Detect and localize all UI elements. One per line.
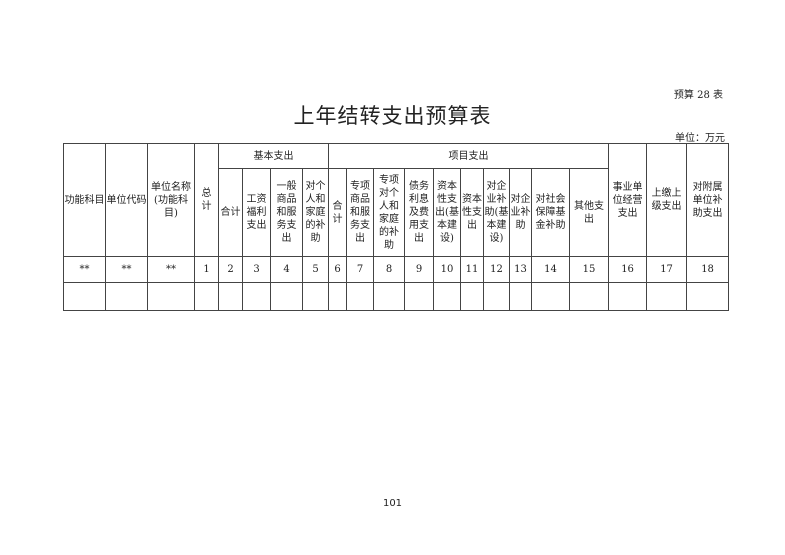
number-cell: 15 (568, 256, 610, 283)
header-cell: 对个 人和 家庭 的补 助 (302, 168, 329, 257)
number-cell: 18 (686, 256, 730, 283)
data-cell (568, 282, 610, 311)
data-cell (328, 282, 347, 311)
number-cell: 9 (404, 256, 434, 283)
data-cell (218, 282, 243, 311)
data-cell (509, 282, 532, 311)
header-cell: 一般 商品 和服 务支 出 (270, 168, 303, 257)
column-number-row: ** ** ** 1 2 3 4 5 6 7 8 9 10 11 12 13 14 15 16 17 18 (63, 256, 730, 283)
header-cell: 上缴上 级支出 (646, 143, 688, 257)
data-cell (194, 282, 219, 311)
header-cell: 事业单 位经营 支出 (608, 143, 648, 257)
group-basic-expenditure: 基本支出 (218, 143, 329, 169)
number-cell: ** (147, 256, 195, 283)
data-cell (63, 282, 106, 311)
data-cell (531, 282, 570, 311)
data-cell (460, 282, 484, 311)
data-cell (433, 282, 461, 311)
number-cell: 11 (460, 256, 484, 283)
page-title: 上年结转支出预算表 (293, 104, 492, 128)
data-cell (242, 282, 271, 311)
number-cell: 8 (373, 256, 405, 283)
data-cell (302, 282, 329, 311)
form-number: 预算 28 表 (673, 90, 723, 101)
header-cell: 工资 福利 支出 (242, 168, 271, 257)
number-cell: 3 (242, 256, 271, 283)
header-row-group: 功能科目 单位代码 单位名称 (功能科 目) 总 计 基本支出 项目支出 事业单… (63, 143, 730, 257)
header-cell: 合计 (218, 168, 243, 257)
data-cell (686, 282, 730, 311)
number-cell: 2 (218, 256, 243, 283)
number-cell: 10 (433, 256, 461, 283)
number-cell: 13 (509, 256, 532, 283)
number-cell: 5 (302, 256, 329, 283)
header-cell: 资本 性支 出 (460, 168, 484, 257)
data-cell (270, 282, 303, 311)
header-cell: 对企 业补 助 (509, 168, 532, 257)
page-number: 101 (382, 498, 403, 509)
number-cell: ** (105, 256, 148, 283)
data-cell (105, 282, 148, 311)
header-cell: 对附属 单位补 助支出 (686, 143, 730, 257)
header-cell: 对社会 保障基 金补助 (531, 168, 570, 257)
number-cell: 16 (608, 256, 648, 283)
number-cell: ** (63, 256, 106, 283)
number-cell: 14 (531, 256, 570, 283)
header-cell: 合 计 (328, 168, 347, 257)
header-cell: 其他支 出 (568, 168, 610, 257)
header-cell: 专项 对个 人和 家庭 的补 助 (373, 168, 405, 257)
header-cell: 债务 利息 及费 用支 出 (404, 168, 434, 257)
header-cell: 功能科目 (63, 143, 106, 257)
header-cell: 总 计 (194, 143, 219, 257)
data-cell (646, 282, 688, 311)
data-cell (404, 282, 434, 311)
number-cell: 4 (270, 256, 303, 283)
number-cell: 7 (346, 256, 374, 283)
budget-table: 功能科目 单位代码 单位名称 (功能科 目) 总 计 基本支出 项目支出 事业单… (63, 143, 730, 311)
header-cell: 专项 商品 和服 务支 出 (346, 168, 374, 257)
number-cell: 17 (646, 256, 688, 283)
group-project-expenditure: 项目支出 (327, 143, 610, 169)
data-cell (346, 282, 374, 311)
number-cell: 1 (194, 256, 219, 283)
header-cell: 资本 性支 出(基 本建 设) (433, 168, 461, 257)
unit-label: 单位：万元 (675, 133, 725, 144)
header-cell: 单位代码 (105, 143, 148, 257)
empty-data-row (63, 282, 730, 311)
header-cell: 单位名称 (功能科 目) (147, 143, 195, 257)
data-cell (147, 282, 195, 311)
number-cell: 6 (328, 256, 347, 283)
data-cell (483, 282, 510, 311)
data-cell (608, 282, 648, 311)
data-cell (373, 282, 405, 311)
header-cell: 对企 业补 助(基 本建 设) (483, 168, 510, 257)
number-cell: 12 (483, 256, 510, 283)
